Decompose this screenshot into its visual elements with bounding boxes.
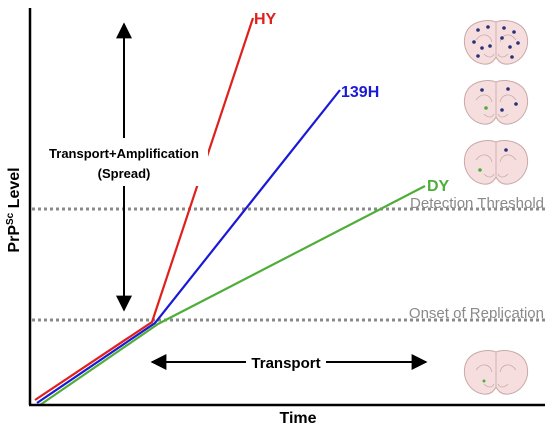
strain-line-dy: [39, 185, 426, 406]
x-axis-label: Time: [279, 410, 316, 427]
detection-threshold-label: Detection Threshold: [410, 195, 544, 212]
y-axis-label-superscript: Sc: [5, 212, 16, 225]
spread-label-line1: Transport+Amplification: [49, 146, 199, 161]
coronal-brain-section-icon: [463, 350, 529, 395]
onset-threshold-label: Onset of Replication: [409, 305, 544, 322]
spread-label-line2: (Spread): [98, 166, 151, 181]
strain-line-hy: [34, 17, 255, 401]
coronal-brain-section-icon: [463, 140, 529, 185]
coronal-brain-section-icon: [463, 20, 529, 65]
y-axis-label: PrPSc Level: [5, 167, 23, 252]
strain-label-dy: DY: [427, 178, 450, 195]
strain-line-139h: [36, 89, 341, 404]
strain-label-139h: 139H: [341, 84, 379, 101]
transport-label: Transport: [251, 355, 320, 372]
strain-label-hy: HY: [254, 11, 277, 28]
coronal-brain-section-icon: [463, 80, 529, 125]
